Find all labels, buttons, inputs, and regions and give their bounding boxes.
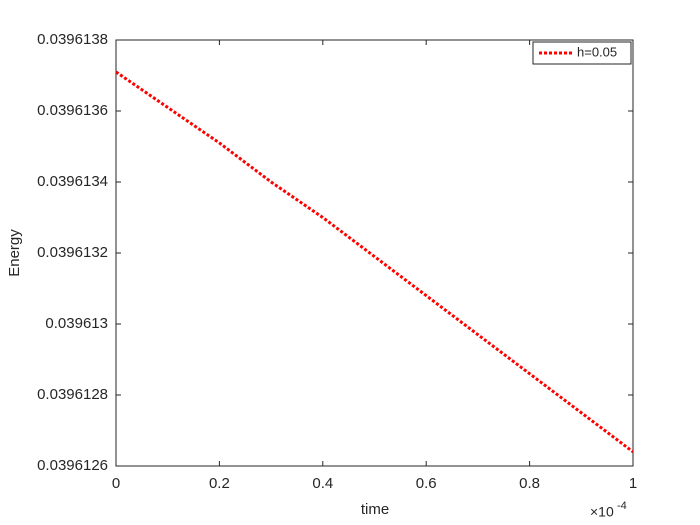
y-tick-label: 0.0396138 [37,31,108,48]
x-exponent: -4 [617,500,627,512]
data-line [115,70,634,453]
y-tick-label: 0.0396128 [37,386,108,403]
x-tick-label: 1 [629,475,637,492]
x-tick-label: 0.6 [416,475,437,492]
y-tick-label: 0.0396136 [37,102,108,119]
y-tick-label: 0.039613 [45,315,108,332]
x-multiplier: ×10 [590,504,614,520]
legend-box [532,41,632,65]
x-tick-label: 0.2 [209,475,230,492]
x-tick-label: 0.8 [519,475,540,492]
y-tick-label: 0.0396126 [37,457,108,474]
y-tick-label: 0.0396134 [37,173,108,190]
x-tick-label: 0.4 [312,475,333,492]
x-axis-label: time [361,501,389,518]
y-tick-label: 0.0396132 [37,244,108,261]
legend-label: h=0.05 [577,44,617,59]
plot-area [115,39,634,467]
y-axis-label: Energy [6,229,23,277]
x-tick-label: 0 [112,475,120,492]
